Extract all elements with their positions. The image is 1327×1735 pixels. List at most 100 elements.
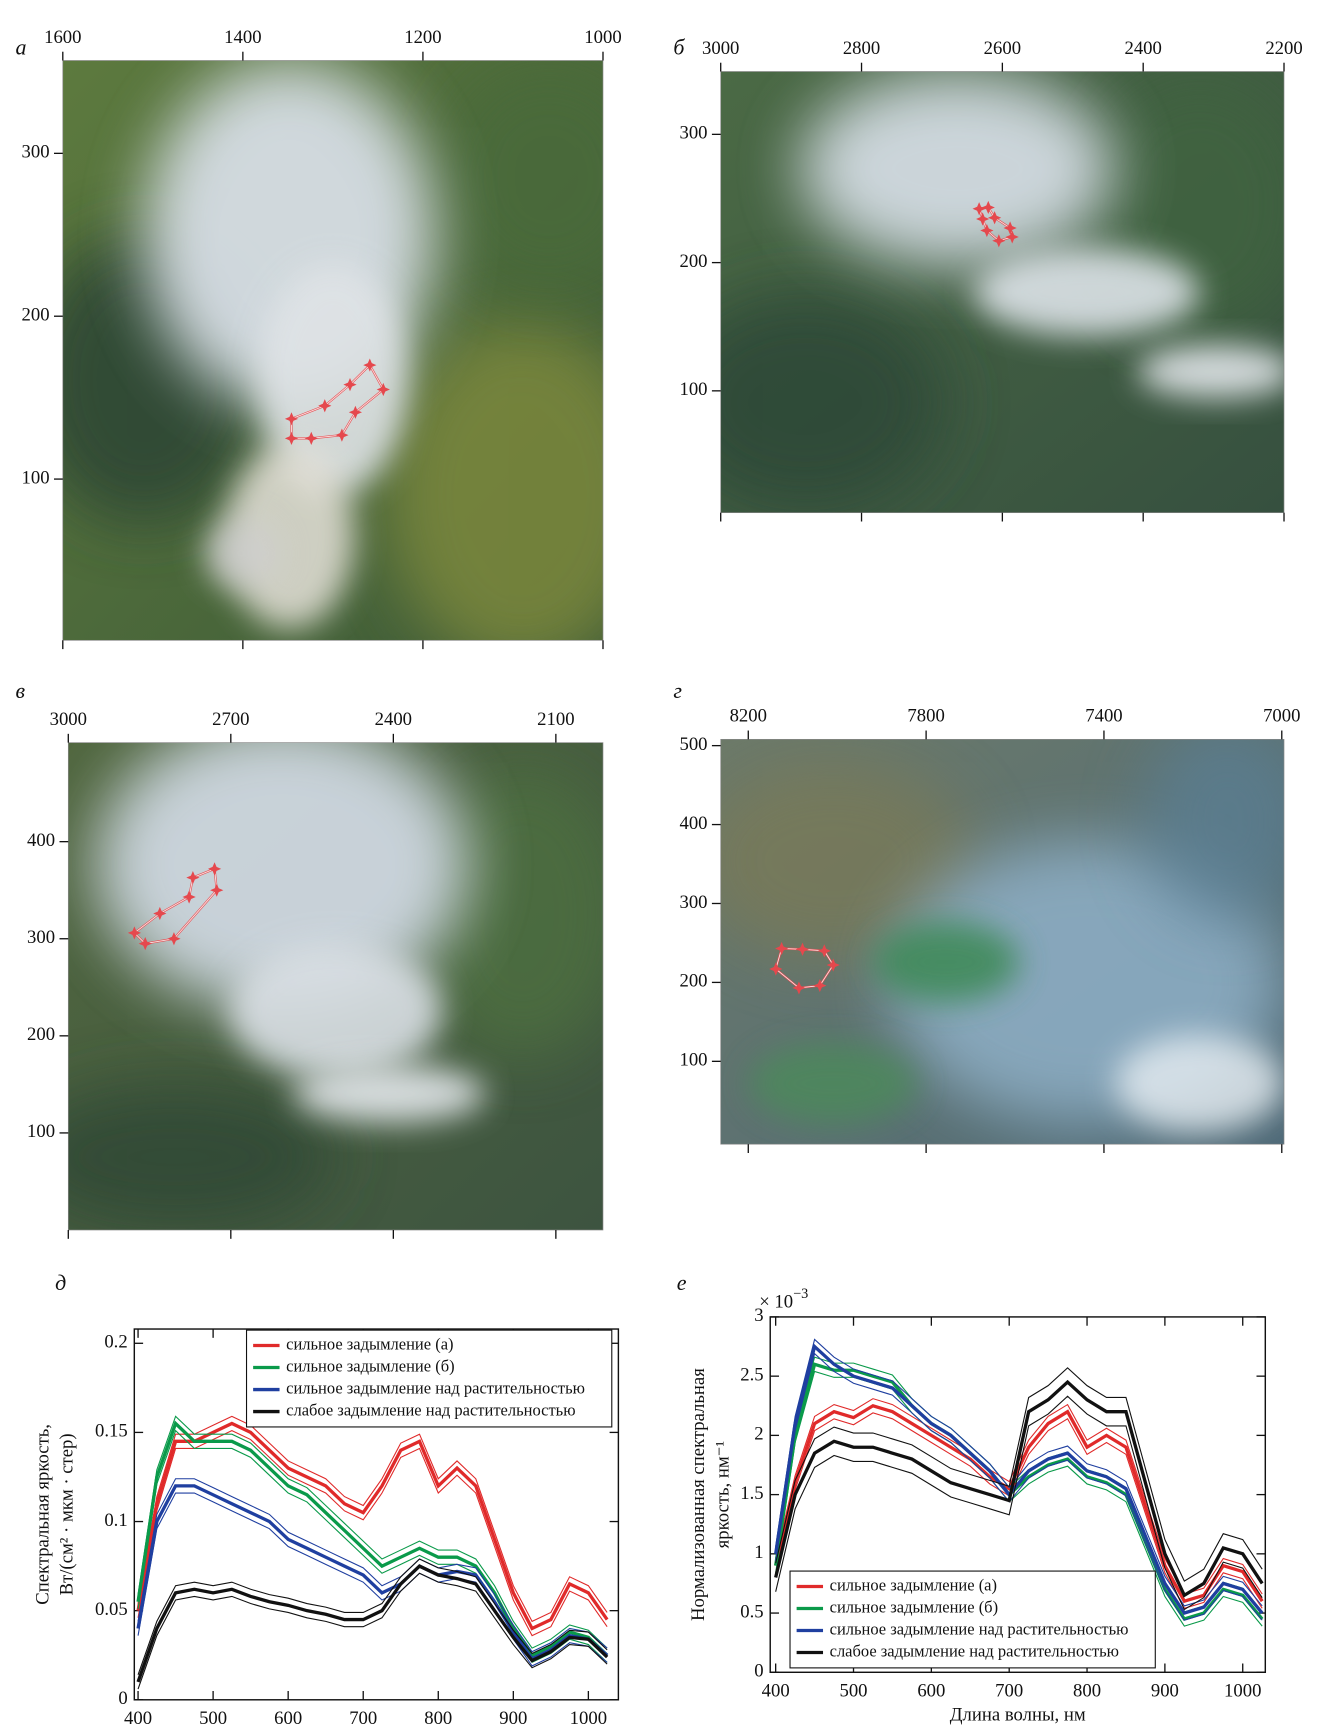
legend-label: сильное задымление (а): [830, 1575, 997, 1594]
x-tick-label: 1200: [404, 27, 441, 48]
terrain: [441, 61, 657, 293]
x-tick-label: 2100: [537, 709, 574, 730]
x-tick-label: 1000: [570, 1708, 607, 1729]
y-tick-label: 300: [27, 927, 55, 948]
satellite-image: [693, 719, 1313, 1144]
panel-label: д: [55, 1270, 66, 1295]
smoke: [203, 519, 279, 589]
terrain: [1143, 719, 1312, 921]
panel-label: в: [15, 678, 25, 703]
x-tick-label: 800: [424, 1708, 452, 1729]
y-axis-label: Спектральная яркость,: [32, 1424, 53, 1605]
y-tick-label: 200: [679, 251, 707, 272]
terrain: [387, 321, 657, 669]
y-tick-label: 1.5: [740, 1483, 763, 1504]
x-tick-label: 500: [199, 1708, 227, 1729]
panel-label: е: [677, 1270, 687, 1295]
x-tick-label: 1600: [44, 27, 81, 48]
y-tick-label: 200: [22, 305, 50, 326]
y-tick-label: 200: [27, 1024, 55, 1045]
y-tick-label: 100: [679, 1050, 707, 1071]
y-tick-label: 0.05: [95, 1599, 128, 1620]
x-tick-label: 600: [917, 1680, 945, 1701]
smoke: [1115, 1035, 1284, 1132]
plot-lines: [138, 1416, 607, 1689]
y-tick-label: 0.15: [95, 1421, 128, 1442]
terrain: [749, 1043, 918, 1124]
x-tick-label: 7800: [907, 706, 944, 727]
y-tick-label: 400: [679, 813, 707, 834]
x-tick-label: 3000: [702, 38, 739, 59]
series-line: [138, 1424, 607, 1629]
smoke: [1138, 345, 1296, 398]
legend-label: сильное задымление над растительностью: [830, 1619, 1129, 1638]
x-tick-label: 2800: [843, 38, 880, 59]
y-axis-label: Вт/(см² · мкм · стер): [57, 1433, 78, 1595]
y-tick-label: 100: [679, 379, 707, 400]
legend-label: сильное задымление (б): [286, 1356, 454, 1375]
smoke: [974, 248, 1199, 336]
panel-label: а: [15, 35, 26, 60]
x-tick-label: 500: [839, 1680, 867, 1701]
y-multiplier: × 10−3: [759, 1286, 808, 1313]
y-tick-label: 300: [679, 123, 707, 144]
smoke: [800, 72, 1115, 266]
x-axis-label: Длина волны, нм: [950, 1705, 1086, 1726]
series-line: [776, 1382, 1263, 1595]
satellite-image: [664, 72, 1312, 513]
satellite-image: [25, 61, 657, 670]
x-tick-label: 900: [1151, 1680, 1179, 1701]
y-tick-label: 2.5: [740, 1364, 763, 1385]
smoke: [229, 942, 443, 1078]
legend-label: сильное задымление (а): [286, 1334, 453, 1353]
y-tick-label: 400: [27, 830, 55, 851]
x-tick-label: 700: [995, 1680, 1023, 1701]
y-axis-label: яркость, нм⁻¹: [712, 1441, 733, 1549]
legend-label: сильное задымление над растительностью: [286, 1378, 585, 1397]
x-tick-label: 800: [1073, 1680, 1101, 1701]
terrain: [664, 292, 946, 513]
smoke: [293, 1064, 485, 1122]
y-tick-label: 300: [679, 892, 707, 913]
envelope-line: [138, 1431, 607, 1636]
y-tick-label: 1: [754, 1542, 763, 1563]
y-tick-label: 0.2: [104, 1332, 127, 1353]
x-tick-label: 900: [499, 1708, 527, 1729]
multiplier-exponent: −3: [793, 1286, 808, 1302]
page: {"chart_data": [ {"type": "image", "labe…: [0, 0, 1327, 1735]
y-tick-label: 200: [679, 971, 707, 992]
x-tick-label: 2700: [212, 709, 249, 730]
x-tick-label: 8200: [730, 706, 767, 727]
x-tick-label: 600: [274, 1708, 302, 1729]
x-tick-label: 2400: [1124, 38, 1161, 59]
x-tick-label: 2600: [984, 38, 1021, 59]
x-tick-label: 3000: [50, 709, 87, 730]
x-tick-label: 2400: [375, 709, 412, 730]
y-tick-label: 100: [27, 1121, 55, 1142]
x-tick-label: 7400: [1085, 706, 1122, 727]
x-tick-label: 7000: [1263, 706, 1300, 727]
x-tick-label: 1000: [1224, 1680, 1261, 1701]
x-tick-label: 700: [349, 1708, 377, 1729]
panel-label: г: [673, 678, 682, 703]
y-tick-label: 2: [754, 1424, 763, 1445]
envelope-line: [138, 1493, 607, 1666]
legend-label: слабое задымление над растительностью: [286, 1400, 575, 1419]
x-tick-label: 2200: [1265, 38, 1302, 59]
legend-label: сильное задымление (б): [830, 1597, 998, 1616]
legend-label: слабое задымление над растительностью: [830, 1641, 1119, 1660]
x-tick-label: 400: [124, 1708, 152, 1729]
y-tick-label: 100: [22, 467, 50, 488]
y-tick-label: 500: [679, 734, 707, 755]
x-tick-label: 1400: [224, 27, 261, 48]
y-tick-label: 0.5: [740, 1601, 763, 1622]
x-tick-label: 1000: [584, 27, 621, 48]
x-tick-label: 400: [762, 1680, 790, 1701]
y-axis-label: Нормализованная спектральная: [688, 1368, 709, 1621]
y-tick-label: 0: [118, 1688, 127, 1709]
envelope-line: [776, 1399, 1263, 1594]
terrain: [15, 1084, 336, 1230]
panel-label: б: [673, 35, 685, 60]
satellite-image: [15, 718, 630, 1230]
series-line: [138, 1424, 607, 1656]
